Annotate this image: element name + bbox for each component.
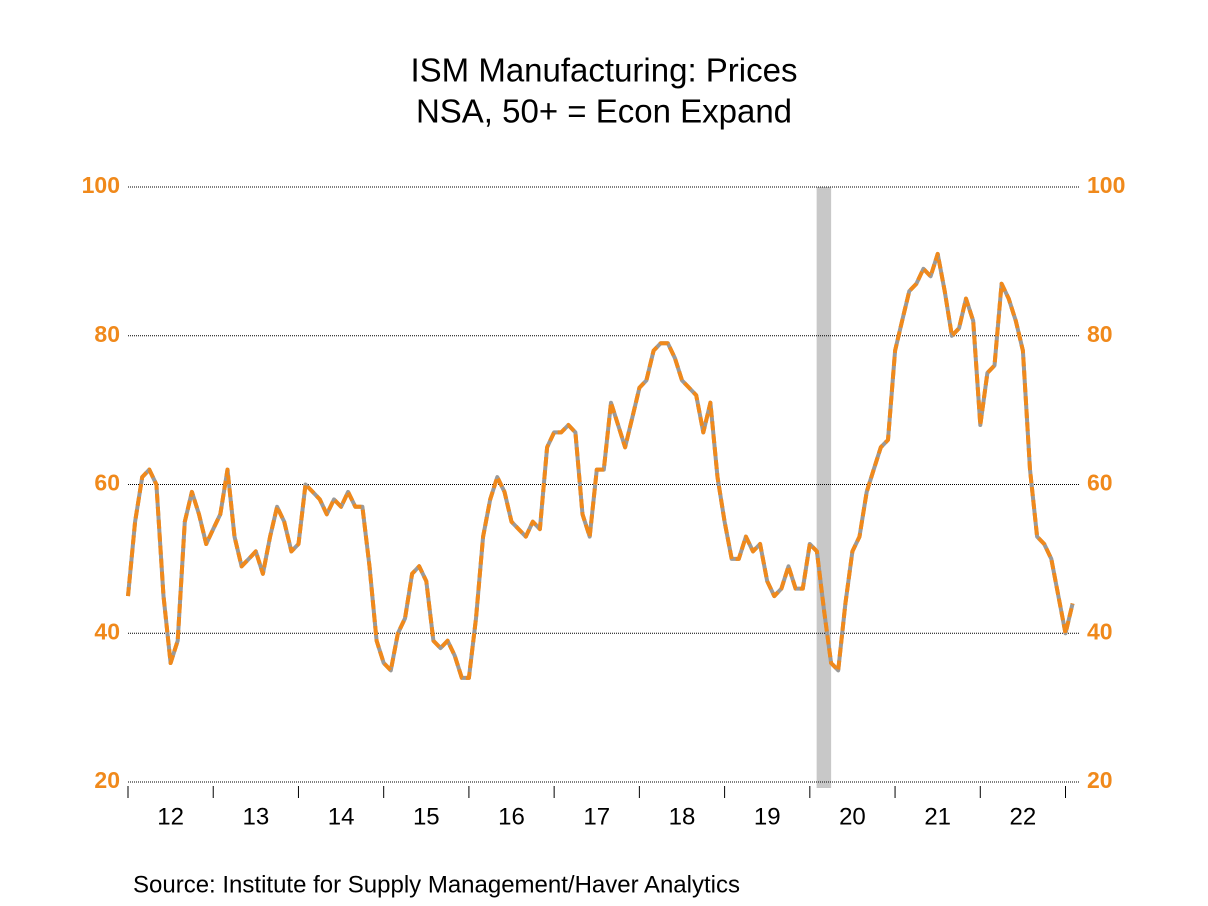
y-tick-label: 40 [94,618,120,644]
y-tick-label: 60 [94,470,120,496]
x-tick-label: 19 [754,803,781,830]
y2-tick-label: 60 [1087,470,1113,496]
x-tick-label: 21 [924,803,951,830]
chart-subtitle: NSA, 50+ = Econ Expand [416,93,792,130]
source-note: Source: Institute for Supply Management/… [133,871,740,898]
y2-tick-label: 40 [1087,618,1113,644]
y-tick-label: 80 [94,321,120,347]
x-tick-label: 15 [413,803,440,830]
recession-shading [816,187,832,788]
x-tick-label: 22 [1010,803,1037,830]
x-tick-label: 13 [242,803,269,830]
x-tick-label: 20 [839,803,866,830]
x-tick-label: 12 [157,803,184,830]
y2-tick-label: 20 [1087,767,1113,793]
y-tick-label: 20 [94,767,120,793]
series-line-shadow [126,251,1075,680]
y-tick-label: 100 [82,172,120,198]
y2-tick-label: 80 [1087,321,1113,347]
x-tick-label: 16 [498,803,525,830]
x-tick-label: 17 [583,803,610,830]
y2-tick-label: 100 [1087,172,1125,198]
x-tick-label: 18 [669,803,696,830]
series-line [126,251,1075,680]
chart-title: ISM Manufacturing: Prices [411,52,798,89]
x-tick-label: 14 [328,803,355,830]
